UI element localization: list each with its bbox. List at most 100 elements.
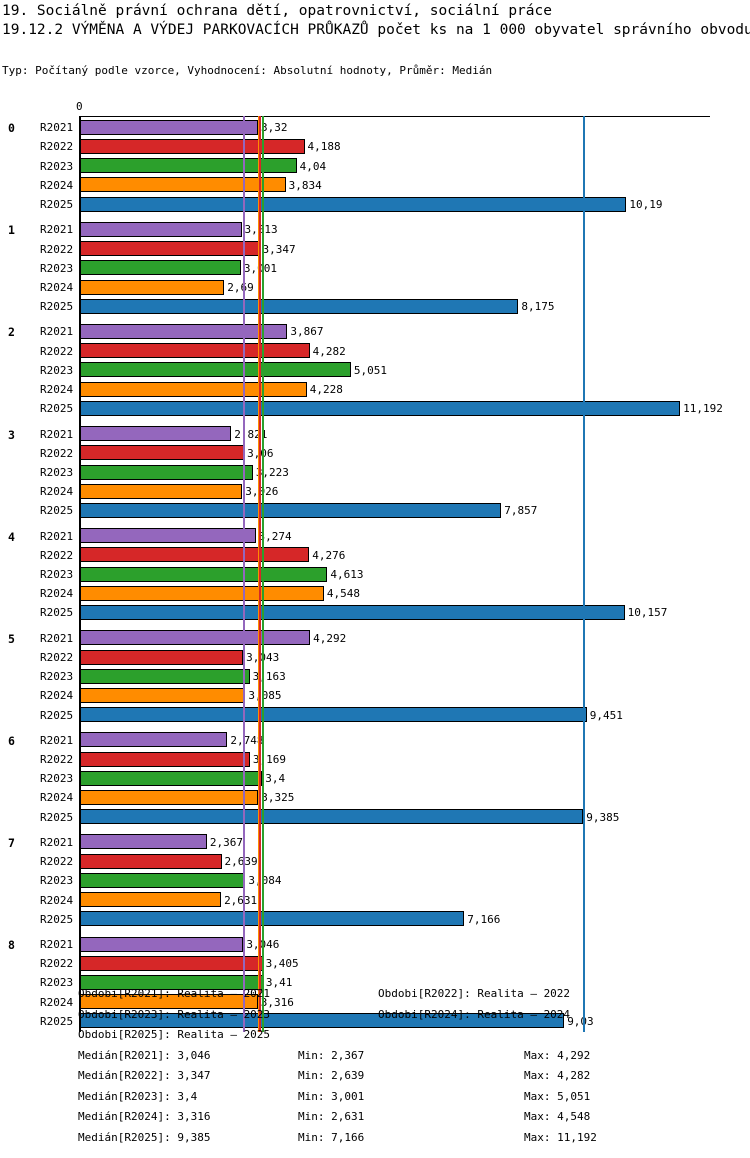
bar-R2023[interactable] — [80, 362, 351, 378]
bar-R2023[interactable] — [80, 668, 250, 684]
bar-R2023[interactable] — [80, 158, 297, 174]
bar-R2021[interactable] — [80, 732, 228, 748]
legend-max-value: Max: 4,292 — [524, 1048, 591, 1062]
bar-R2024[interactable] — [80, 381, 307, 397]
group-label: 0 — [8, 121, 15, 136]
legend-min-value: Min: 2,631 — [298, 1110, 365, 1123]
series-label: R2025 — [40, 402, 74, 416]
bar-value-label: 3,347 — [262, 242, 296, 256]
legend-median-value: Medián[R2025]: 9,385 — [78, 1130, 211, 1144]
bar-R2022[interactable] — [80, 445, 245, 461]
series-label: R2023 — [40, 568, 74, 582]
series-label: R2025 — [40, 912, 74, 926]
bar-R2024[interactable] — [80, 177, 286, 193]
bar-R2021[interactable] — [80, 936, 244, 952]
bar-R2025[interactable] — [80, 809, 584, 825]
bar-value-label: 3,163 — [252, 670, 286, 684]
bar-R2021[interactable] — [80, 119, 259, 135]
bar-chart-plot-area: 0 0 R2021 3,32 R2022 4,188 R2023 4,04 R2024 3,83… — [0, 96, 750, 1033]
bar-R2022[interactable] — [80, 547, 310, 563]
bar-R2021[interactable] — [80, 221, 242, 237]
chart-row: R2021 2,821 — [0, 425, 750, 444]
chart-row: R2025 9,03 — [0, 1012, 750, 1031]
bar-R2021[interactable] — [80, 630, 311, 646]
bar-R2021[interactable] — [80, 426, 232, 442]
chart-row: R2025 11,192 — [0, 399, 750, 418]
chart-row: R2023 4,04 — [0, 157, 750, 176]
series-label: R2021 — [40, 733, 74, 747]
legend-period-label: Obdobi[R2025]: Realita – 2025 — [78, 1028, 271, 1041]
bar-R2023[interactable] — [80, 464, 253, 480]
bar-R2025[interactable] — [80, 1013, 565, 1029]
bar-R2023[interactable] — [80, 770, 263, 786]
legend-median-value: Medián[R2024]: 3,316 — [78, 1110, 211, 1123]
report-title-line2: 19.12.2 VÝMĚNA A VÝDEJ PARKOVACÍCH PRŮKA… — [2, 22, 750, 38]
bar-value-label: 2,639 — [224, 855, 258, 869]
legend-median-value: Medián[R2022]: 3,347 — [78, 1069, 211, 1082]
bar-R2024[interactable] — [80, 585, 324, 601]
bar-R2022[interactable] — [80, 241, 260, 257]
bar-R2021[interactable] — [80, 323, 288, 339]
series-label: R2022 — [40, 344, 74, 358]
bar-R2023[interactable] — [80, 260, 241, 276]
series-label: R2021 — [40, 223, 74, 237]
bar-R2021[interactable] — [80, 528, 256, 544]
legend-max-value: Max: 4,548 — [524, 1110, 591, 1123]
series-label: R2025 — [40, 300, 74, 314]
legend-stats-row: Medián[R2022]: 3,347 Min: 2,639 Max: 4,282 — [0, 1066, 750, 1087]
chart-row: R2024 2,69 — [0, 278, 750, 297]
bar-R2025[interactable] — [80, 400, 681, 416]
chart-row: R2022 4,282 — [0, 342, 750, 361]
series-label: R2021 — [40, 121, 74, 135]
bar-value-label: 2,631 — [224, 893, 258, 907]
bar-value-label: 5,051 — [353, 363, 387, 377]
bar-R2025[interactable] — [80, 298, 519, 314]
legend-min-value: Min: 3,001 — [298, 1089, 365, 1103]
bar-R2024[interactable] — [80, 892, 222, 908]
chart-row: R2024 3,026 — [0, 482, 750, 501]
series-label: R2021 — [40, 938, 74, 951]
legend-period-label: Obdobi[R2021]: Realita – 2021 — [78, 987, 271, 1000]
bar-R2021[interactable] — [80, 834, 207, 850]
chart-row: R2024 3,085 — [0, 686, 750, 705]
bar-R2024[interactable] — [80, 687, 246, 703]
series-label: R2022 — [40, 548, 74, 562]
bar-R2022[interactable] — [80, 649, 244, 665]
report-title-line1: 19. Sociálně právní ochrana dětí, opatro… — [2, 3, 552, 19]
bar-R2022[interactable] — [80, 343, 310, 359]
series-label: R2021 — [40, 631, 74, 645]
bar-R2025[interactable] — [80, 911, 465, 927]
bar-R2023[interactable] — [80, 566, 328, 582]
bar-value-label: 3,223 — [255, 465, 289, 479]
bar-R2022[interactable] — [80, 853, 222, 869]
bar-value-label: 3,316 — [260, 995, 294, 1009]
bar-R2025[interactable] — [80, 502, 502, 518]
series-label: R2024 — [40, 689, 74, 703]
chart-row: R2023 3,084 — [0, 871, 750, 890]
bar-R2025[interactable] — [80, 196, 627, 212]
group-label: 7 — [8, 835, 15, 850]
chart-row: R2025 10,19 — [0, 195, 750, 214]
bar-R2025[interactable] — [80, 605, 625, 621]
bar-R2022[interactable] — [80, 751, 250, 767]
bar-R2024[interactable] — [80, 790, 259, 806]
bar-R2022[interactable] — [80, 139, 305, 154]
bar-R2024[interactable] — [80, 994, 258, 1010]
bar-R2024[interactable] — [80, 483, 243, 499]
bar-R2025[interactable] — [80, 707, 587, 723]
legend-period-label: Obdobi[R2024]: Realita – 2024 — [378, 1007, 571, 1021]
legend-stats-row: Medián[R2021]: 3,046 Min: 2,367 Max: 4,292 — [0, 1046, 750, 1067]
bar-R2024[interactable] — [80, 279, 225, 295]
bar-R2022[interactable] — [80, 955, 263, 971]
chart-row: R2021 3,274 — [0, 527, 750, 546]
series-label: R2023 — [40, 772, 74, 786]
chart-row: R2022 3,405 — [0, 954, 750, 973]
bar-value-label: 7,166 — [467, 912, 501, 926]
chart-row: R2025 10,157 — [0, 603, 750, 622]
bar-R2023[interactable] — [80, 872, 246, 888]
bar-value-label: 7,857 — [504, 504, 538, 518]
group-label: 8 — [8, 938, 15, 952]
series-label: R2021 — [40, 529, 74, 543]
